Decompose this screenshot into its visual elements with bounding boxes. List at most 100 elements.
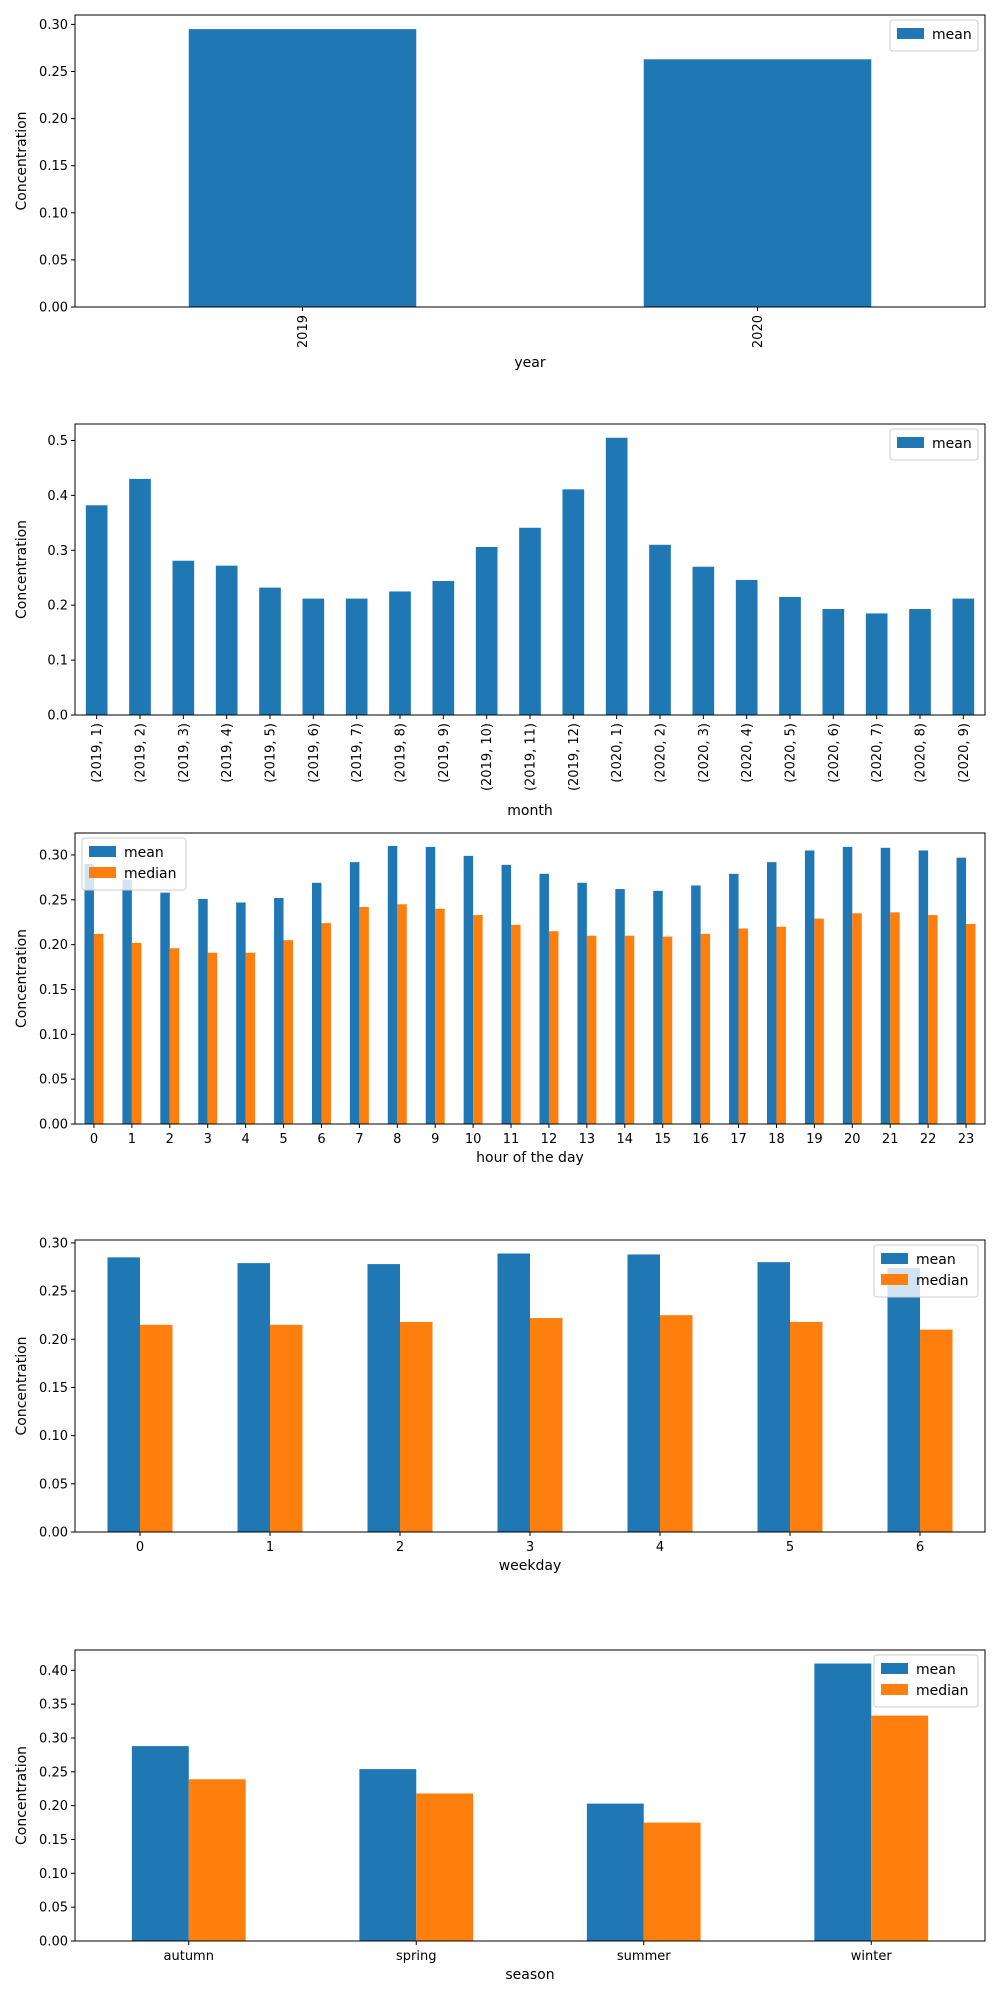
legend: mean median bbox=[873, 1654, 979, 1708]
axes-frame bbox=[74, 832, 986, 1125]
x-tick-label: 22 bbox=[920, 1132, 937, 1147]
x-tick-label: (2020, 7) bbox=[870, 723, 885, 783]
bar-mean-1 bbox=[122, 880, 132, 1124]
y-tick-label: 0.00 bbox=[39, 1118, 68, 1133]
x-tick-label: 0 bbox=[136, 1540, 144, 1555]
x-tick-label: 14 bbox=[617, 1132, 634, 1147]
y-axis-label: Concentration bbox=[14, 1746, 30, 1845]
bar-mean-8 bbox=[432, 581, 455, 715]
y-tick-label: 0.15 bbox=[39, 983, 68, 998]
bar-median-13 bbox=[586, 935, 597, 1124]
bar-mean-9 bbox=[425, 846, 436, 1124]
legend-label-mean: mean bbox=[932, 436, 972, 452]
bar-median-6 bbox=[920, 1329, 953, 1532]
x-axis-label: season bbox=[505, 1967, 554, 1983]
bar-mean-12 bbox=[539, 873, 549, 1124]
bar-median-1 bbox=[131, 942, 142, 1124]
y-axis-label: Concentration bbox=[14, 111, 30, 210]
bar-mean-3 bbox=[198, 898, 208, 1124]
bar-mean-10 bbox=[519, 527, 541, 715]
y-tick-label: 0.4 bbox=[47, 489, 68, 504]
bar-mean-3 bbox=[215, 565, 238, 715]
x-tick-label: 1 bbox=[128, 1132, 136, 1147]
bar-mean-0 bbox=[131, 1746, 189, 1941]
bar-median-21 bbox=[890, 912, 900, 1124]
bar-median-9 bbox=[435, 908, 445, 1124]
bar-mean-1 bbox=[643, 59, 872, 307]
x-tick-label: 2 bbox=[166, 1132, 174, 1147]
bar-median-2 bbox=[643, 1822, 701, 1941]
bar-mean-14 bbox=[615, 889, 625, 1124]
x-tick-label: 16 bbox=[692, 1132, 709, 1147]
x-tick-label: 5 bbox=[786, 1540, 794, 1555]
x-tick-label: 15 bbox=[654, 1132, 671, 1147]
bar-mean-1 bbox=[237, 1263, 270, 1532]
bar-mean-17 bbox=[729, 873, 739, 1124]
x-tick-label: (2020, 8) bbox=[914, 723, 929, 783]
bar-mean-8 bbox=[387, 846, 398, 1124]
bar-median-15 bbox=[662, 936, 673, 1124]
y-tick-label: 0.00 bbox=[39, 1526, 68, 1541]
bar-median-19 bbox=[814, 918, 824, 1124]
bar-mean-17 bbox=[822, 609, 845, 715]
legend: mean bbox=[889, 19, 979, 52]
y-tick-label: 0.25 bbox=[39, 1285, 68, 1300]
x-tick-label: (2019, 6) bbox=[307, 723, 322, 783]
bar-mean-1 bbox=[359, 1769, 417, 1941]
bar-mean-23 bbox=[956, 857, 967, 1124]
x-tick-label: 10 bbox=[465, 1132, 482, 1147]
axes-frame bbox=[74, 14, 986, 308]
bar-mean-4 bbox=[627, 1254, 660, 1532]
bar-mean-14 bbox=[692, 566, 715, 715]
legend-label-mean: mean bbox=[916, 1662, 956, 1678]
x-axis-label: weekday bbox=[499, 1558, 562, 1574]
bar-median-22 bbox=[928, 915, 938, 1124]
bar-median-3 bbox=[871, 1715, 929, 1941]
legend: mean bbox=[889, 428, 979, 461]
legend-swatch-mean bbox=[89, 846, 116, 857]
x-tick-label: 19 bbox=[806, 1132, 823, 1147]
bar-mean-4 bbox=[259, 587, 281, 715]
x-tick-label: 3 bbox=[204, 1132, 212, 1147]
subplot-1: 0.0 0.1 0.2 0.3 0.4 0.5 (2019, 1) (2019, 2) (201… bbox=[14, 423, 986, 819]
x-tick-label: 5 bbox=[279, 1132, 287, 1147]
x-axis-label: hour of the day bbox=[476, 1150, 584, 1166]
bar-mean-7 bbox=[349, 862, 360, 1124]
bar-median-20 bbox=[852, 913, 862, 1124]
bar-median-0 bbox=[93, 933, 104, 1124]
bar-median-1 bbox=[416, 1793, 474, 1941]
legend-label-median: median bbox=[916, 1683, 968, 1699]
bar-mean-12 bbox=[605, 437, 628, 715]
legend-swatch-median bbox=[881, 1274, 908, 1285]
x-tick-label: 1 bbox=[266, 1540, 274, 1555]
bar-median-5 bbox=[283, 940, 294, 1124]
bar-median-4 bbox=[660, 1315, 693, 1532]
y-tick-label: 0.05 bbox=[39, 253, 68, 268]
legend-swatch-mean bbox=[897, 28, 924, 39]
x-tick-label: autumn bbox=[164, 1949, 214, 1964]
y-tick-label: 0.15 bbox=[39, 159, 68, 174]
y-tick-label: 0.00 bbox=[39, 1935, 68, 1950]
bar-mean-6 bbox=[345, 598, 368, 715]
y-tick-label: 0.05 bbox=[39, 1073, 68, 1088]
bar-median-5 bbox=[790, 1321, 823, 1532]
bar-median-17 bbox=[738, 928, 749, 1124]
x-tick-label: (2020, 3) bbox=[697, 723, 712, 783]
y-tick-label: 0.05 bbox=[39, 1477, 68, 1492]
y-tick-label: 0.25 bbox=[39, 1765, 68, 1780]
y-tick-label: 0.20 bbox=[39, 938, 68, 953]
x-tick-label: winter bbox=[851, 1949, 893, 1964]
bar-mean-11 bbox=[562, 489, 585, 715]
bar-mean-0 bbox=[84, 863, 94, 1124]
x-tick-label: (2019, 10) bbox=[480, 723, 495, 791]
bar-mean-20 bbox=[952, 598, 975, 715]
x-tick-label: 0 bbox=[90, 1132, 98, 1147]
bar-median-0 bbox=[188, 1779, 246, 1941]
x-tick-label: (2019, 12) bbox=[567, 723, 582, 791]
bar-mean-0 bbox=[85, 505, 108, 715]
x-axis-label: month bbox=[507, 803, 552, 819]
y-tick-label: 0.35 bbox=[39, 1698, 68, 1713]
x-tick-label: 6 bbox=[317, 1132, 325, 1147]
x-tick-label: 8 bbox=[393, 1132, 401, 1147]
